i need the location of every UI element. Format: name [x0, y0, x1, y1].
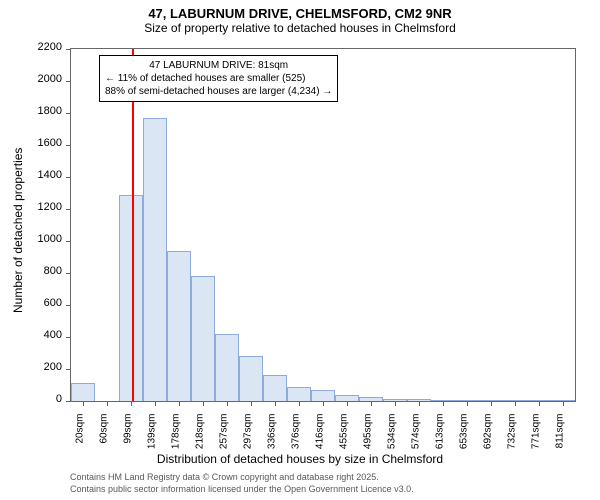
- y-tick: [66, 81, 71, 82]
- y-tick: [66, 273, 71, 274]
- x-tick: [107, 401, 108, 406]
- x-tick: [251, 401, 252, 406]
- y-tick: [66, 177, 71, 178]
- x-tick: [227, 401, 228, 406]
- x-tick: [155, 401, 156, 406]
- x-tick-label: 495sqm: [363, 414, 374, 458]
- y-tick-label: 200: [30, 361, 62, 373]
- x-tick: [515, 401, 516, 406]
- x-tick: [395, 401, 396, 406]
- annotation-line: 88% of semi-detached houses are larger (…: [105, 85, 332, 98]
- x-tick: [323, 401, 324, 406]
- x-tick: [275, 401, 276, 406]
- annotation-line: ← 11% of detached houses are smaller (52…: [105, 72, 332, 85]
- x-tick: [131, 401, 132, 406]
- x-tick: [347, 401, 348, 406]
- x-tick-label: 20sqm: [75, 414, 86, 458]
- annotation-box: 47 LABURNUM DRIVE: 81sqm← 11% of detache…: [99, 55, 338, 102]
- y-tick-label: 800: [30, 265, 62, 277]
- histogram-bar: [143, 118, 167, 401]
- x-tick: [467, 401, 468, 406]
- y-tick-label: 1400: [30, 169, 62, 181]
- histogram-bar: [311, 390, 335, 401]
- y-tick-label: 600: [30, 297, 62, 309]
- x-tick: [539, 401, 540, 406]
- x-tick: [563, 401, 564, 406]
- footer-line-2: Contains public sector information licen…: [70, 484, 414, 496]
- y-tick: [66, 49, 71, 50]
- chart-container: 47, LABURNUM DRIVE, CHELMSFORD, CM2 9NR …: [0, 0, 600, 500]
- x-tick-label: 455sqm: [339, 414, 350, 458]
- histogram-bar: [119, 195, 143, 401]
- y-tick: [66, 209, 71, 210]
- x-tick: [491, 401, 492, 406]
- x-tick-label: 534sqm: [387, 414, 398, 458]
- x-tick: [83, 401, 84, 406]
- x-tick: [299, 401, 300, 406]
- y-tick: [66, 401, 71, 402]
- histogram-bar: [167, 251, 191, 401]
- x-tick-label: 178sqm: [171, 414, 182, 458]
- histogram-bar: [263, 375, 287, 401]
- y-tick: [66, 241, 71, 242]
- x-tick-label: 99sqm: [123, 414, 134, 458]
- y-tick: [66, 305, 71, 306]
- y-axis-label: Number of detached properties: [11, 133, 25, 313]
- x-tick-label: 692sqm: [483, 414, 494, 458]
- histogram-bar: [191, 276, 215, 401]
- x-tick-label: 732sqm: [507, 414, 518, 458]
- y-tick: [66, 337, 71, 338]
- x-tick-label: 653sqm: [459, 414, 470, 458]
- x-tick: [203, 401, 204, 406]
- x-tick: [179, 401, 180, 406]
- chart-subtitle: Size of property relative to detached ho…: [0, 21, 600, 39]
- x-tick: [371, 401, 372, 406]
- x-tick-label: 60sqm: [99, 414, 110, 458]
- x-tick-label: 297sqm: [243, 414, 254, 458]
- x-tick-label: 574sqm: [411, 414, 422, 458]
- x-tick-label: 416sqm: [315, 414, 326, 458]
- histogram-bar: [239, 356, 263, 401]
- histogram-bar: [215, 334, 239, 401]
- plot-area: 47 LABURNUM DRIVE: 81sqm← 11% of detache…: [70, 48, 576, 402]
- y-tick-label: 0: [30, 393, 62, 405]
- y-tick-label: 2200: [30, 41, 62, 53]
- x-tick: [419, 401, 420, 406]
- y-tick-label: 1200: [30, 201, 62, 213]
- x-tick-label: 336sqm: [267, 414, 278, 458]
- y-tick-label: 1000: [30, 233, 62, 245]
- chart-title: 47, LABURNUM DRIVE, CHELMSFORD, CM2 9NR: [0, 0, 600, 21]
- x-tick: [443, 401, 444, 406]
- y-tick: [66, 113, 71, 114]
- x-tick-label: 613sqm: [435, 414, 446, 458]
- x-tick-label: 257sqm: [219, 414, 230, 458]
- x-tick-label: 139sqm: [147, 414, 158, 458]
- histogram-bar: [71, 383, 95, 401]
- footer-attribution: Contains HM Land Registry data © Crown c…: [70, 472, 414, 495]
- y-tick: [66, 369, 71, 370]
- y-tick-label: 1800: [30, 105, 62, 117]
- y-tick-label: 1600: [30, 137, 62, 149]
- footer-line-1: Contains HM Land Registry data © Crown c…: [70, 472, 414, 484]
- y-tick-label: 2000: [30, 73, 62, 85]
- histogram-bar: [287, 387, 311, 401]
- x-tick-label: 811sqm: [555, 414, 566, 458]
- x-tick-label: 771sqm: [531, 414, 542, 458]
- y-tick-label: 400: [30, 329, 62, 341]
- y-tick: [66, 145, 71, 146]
- x-tick-label: 218sqm: [195, 414, 206, 458]
- annotation-line: 47 LABURNUM DRIVE: 81sqm: [105, 59, 332, 72]
- x-tick-label: 376sqm: [291, 414, 302, 458]
